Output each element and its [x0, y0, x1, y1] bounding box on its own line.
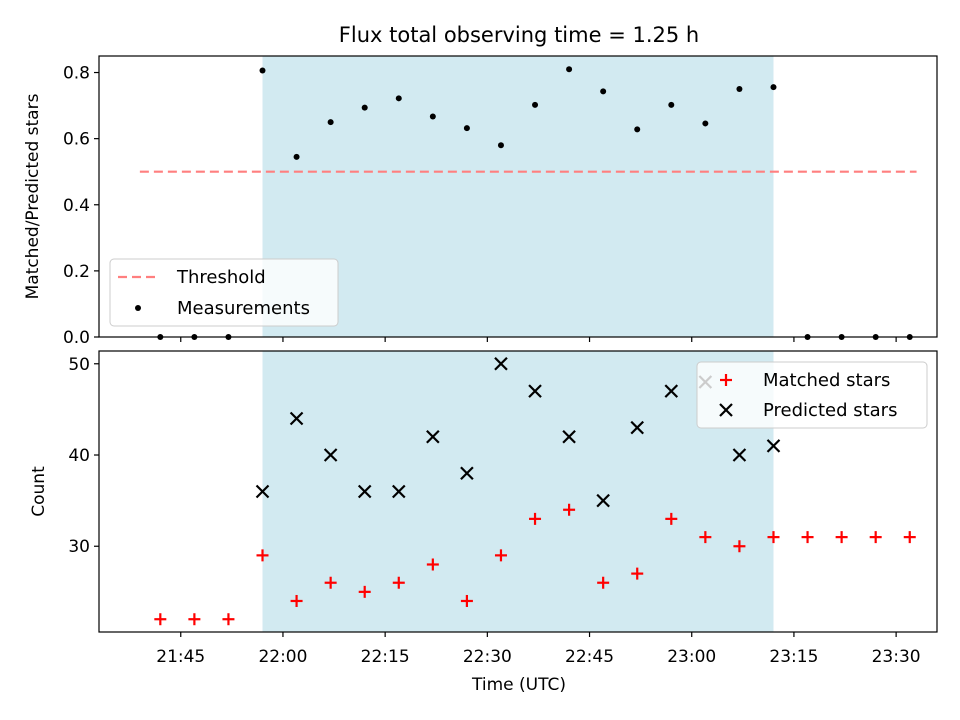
count-subplot: 30 40 50 21:45 22:00 22:15 22:30 22:45 23:00 23:… [29, 350, 938, 667]
measurement-point [463, 125, 470, 132]
measurement-point [395, 95, 402, 102]
xtick-label: 23:15 [769, 647, 818, 667]
count-ytick-label: 30 [68, 537, 90, 557]
predicted-star-point [255, 484, 270, 499]
matched-star-point [563, 503, 576, 516]
legend-threshold-label: Threshold [176, 267, 266, 288]
matched-star-point [188, 613, 201, 626]
x-axis-label: Time (UTC) [471, 675, 566, 695]
xtick-label: 23:30 [872, 647, 921, 667]
matched-star-point [767, 531, 780, 544]
matched-star-point [324, 576, 337, 589]
legend-matched-label: Matched stars [763, 370, 890, 391]
predicted-star-point [460, 466, 474, 481]
chart-title: Flux total observing time = 1.25 h [339, 23, 699, 47]
matched-star-point [494, 549, 507, 562]
predicted-star-point [630, 420, 645, 435]
measurement-point [327, 119, 334, 126]
matched-star-point [801, 531, 814, 544]
predicted-star-point [562, 429, 576, 444]
ratio-ytick-label: 0.6 [63, 130, 90, 150]
matched-star-point [869, 531, 882, 544]
matched-star-point [392, 576, 405, 589]
predicted-star-point [391, 484, 406, 499]
measurement-point [668, 101, 675, 108]
matched-star-point [426, 558, 439, 571]
ratio-ytick-label: 0.0 [63, 328, 90, 348]
ratio-ytick-label: 0.8 [63, 64, 90, 84]
predicted-star-point [289, 411, 304, 426]
measurement-point [497, 142, 504, 149]
xtick-label: 22:00 [258, 647, 307, 667]
xtick-label: 23:00 [667, 647, 716, 667]
ratio-ytick-label: 0.2 [63, 262, 90, 282]
predicted-star-point [494, 356, 508, 371]
measurement-point [532, 101, 539, 108]
xtick-label: 22:15 [361, 647, 410, 667]
xtick-label: 22:30 [463, 647, 512, 667]
xtick-label: 22:45 [565, 647, 614, 667]
count-plot-frame [98, 350, 938, 633]
count-y-axis-label: Count [29, 466, 49, 517]
measurement-point [259, 67, 266, 74]
predicted-star-point [664, 384, 679, 398]
observing-window-shade-bottom [262, 351, 774, 632]
count-legend: Matched stars Predicted stars [696, 361, 928, 429]
matched-star-point [631, 567, 644, 580]
matched-star-point [835, 531, 848, 544]
matched-star-point [699, 531, 712, 544]
measurement-point [600, 88, 607, 95]
measurement-point [361, 104, 368, 111]
predicted-star-point [732, 448, 747, 462]
legend-measurements-swatch [135, 305, 141, 311]
matched-star-point [358, 585, 371, 598]
count-ytick-label: 40 [68, 446, 90, 466]
legend-predicted-swatch [719, 403, 733, 417]
ratio-y-axis-label: Matched/Predicted stars [23, 93, 43, 299]
matched-star-point [290, 594, 303, 607]
predicted-star-point [357, 484, 372, 499]
measurement-point [702, 120, 709, 127]
matched-star-point [222, 613, 235, 626]
measurement-point [293, 153, 300, 160]
predicted-star-point [323, 448, 338, 462]
observing-window-shade [262, 56, 774, 337]
measurement-point [566, 66, 573, 73]
ratio-ytick-label: 0.4 [63, 196, 90, 216]
measurement-points [157, 66, 913, 340]
matched-star-point [597, 576, 610, 589]
matched-star-point [529, 512, 542, 525]
predicted-star-point [596, 493, 610, 508]
matched-star-point [154, 613, 167, 626]
ratio-subplot: 0.00.20.40.60.8 Matched/Predicted stars … [23, 55, 938, 348]
measurement-point [770, 84, 777, 91]
matched-star-point [903, 531, 916, 544]
measurement-point [634, 126, 641, 133]
matched-star-point [460, 594, 473, 607]
matched-star-point [733, 540, 746, 553]
legend-measurements-label: Measurements [177, 298, 310, 319]
measurement-point [429, 113, 436, 120]
ratio-legend: Threshold Measurements [109, 258, 339, 327]
matched-star-point [665, 512, 678, 525]
ratio-plot-frame [98, 55, 938, 338]
count-ytick-label: 50 [68, 355, 90, 375]
legend-matched-swatch [720, 374, 732, 386]
matched-star-point [256, 549, 269, 562]
predicted-star-point [426, 429, 440, 444]
predicted-star-point [766, 439, 781, 453]
predicted-star-point [528, 384, 542, 398]
measurement-point [736, 86, 743, 93]
xtick-label: 21:45 [156, 647, 205, 667]
legend-predicted-label: Predicted stars [763, 400, 897, 421]
